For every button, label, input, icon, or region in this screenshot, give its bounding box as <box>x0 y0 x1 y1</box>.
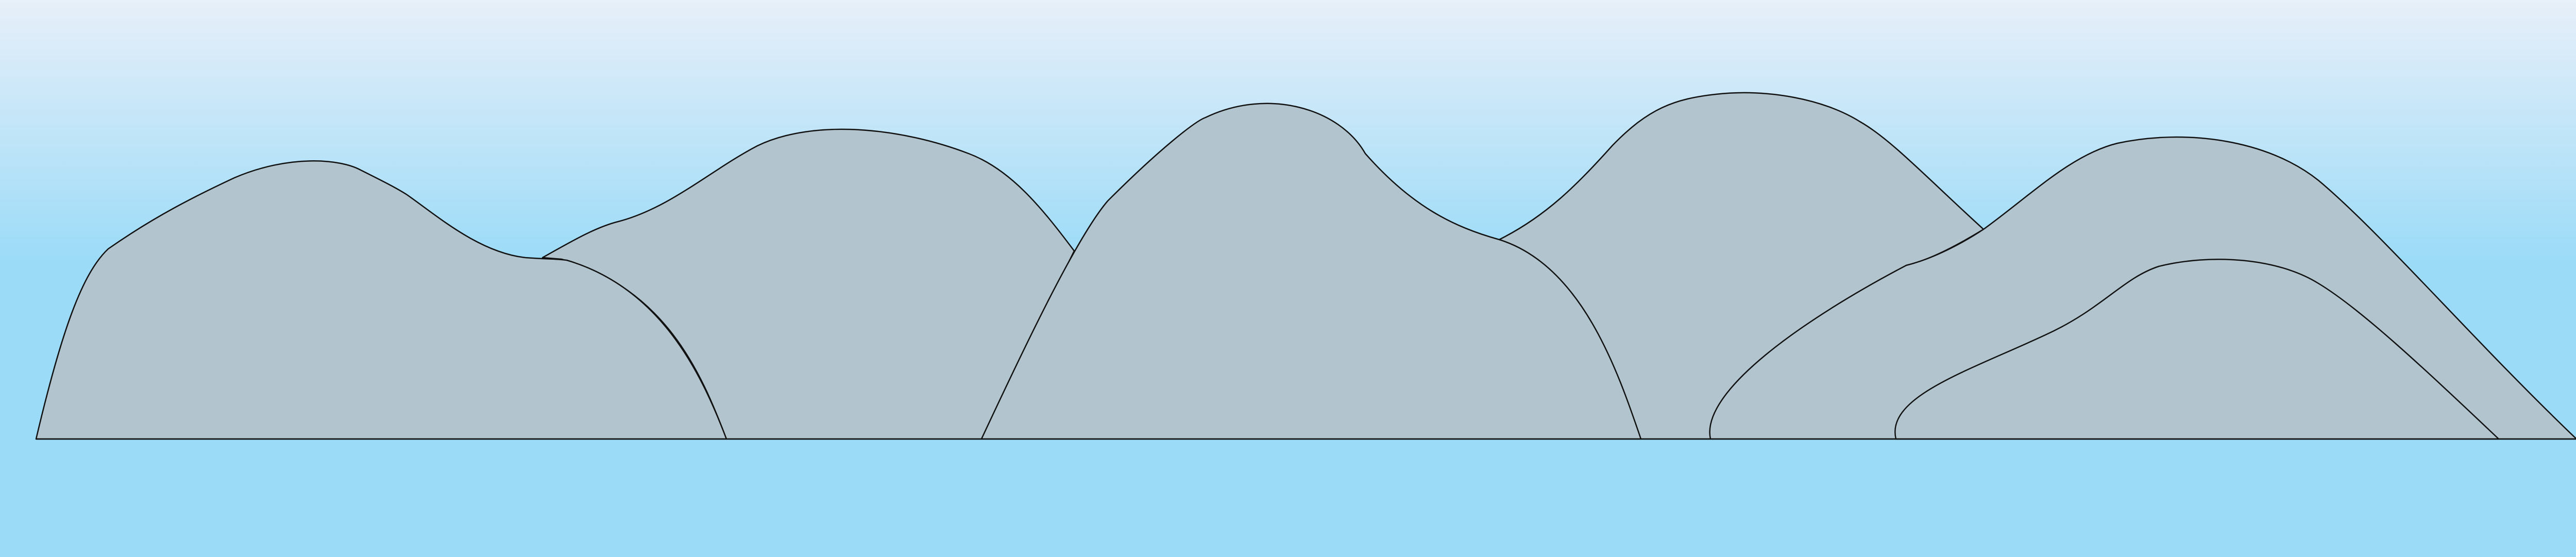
hill-2 <box>541 128 1075 440</box>
hill-1 <box>35 160 727 440</box>
water <box>0 439 2576 557</box>
hill-3 <box>980 103 1642 440</box>
hill-6 <box>1894 259 2500 440</box>
hill-group <box>35 92 2576 440</box>
